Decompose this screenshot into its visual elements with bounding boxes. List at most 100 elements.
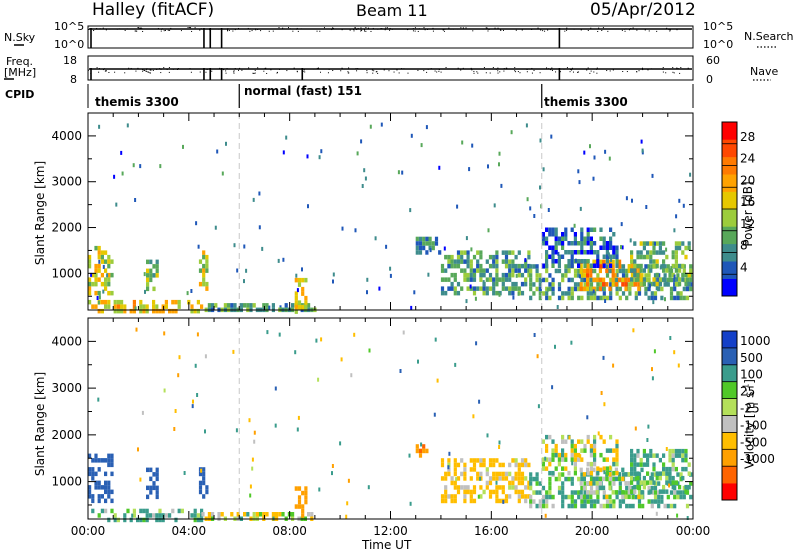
nave-point (398, 72, 400, 74)
nave-point (427, 68, 429, 70)
power-cell (570, 286, 574, 292)
beam-title: Beam 11 (356, 1, 428, 20)
velocity-cell (551, 448, 555, 453)
power-cell (304, 304, 308, 310)
velocity-colorbar-label: -100 (740, 418, 767, 432)
nave-point (130, 67, 132, 69)
power-cell (678, 277, 682, 282)
power-speckle (307, 204, 309, 209)
power-cell (535, 264, 539, 269)
velocity-cell (501, 471, 505, 477)
velocity-cell (422, 448, 426, 454)
power-cell (488, 254, 493, 260)
nave-point (135, 70, 137, 72)
power-cell (97, 308, 101, 314)
velocity-colorbar-label: 100 (740, 368, 763, 382)
nsearch-point (360, 30, 362, 32)
power-cell (642, 241, 646, 246)
power-cell (615, 254, 619, 259)
velocity-cell (681, 448, 685, 454)
power-cell (579, 273, 583, 278)
power-cell (120, 299, 124, 305)
power-cell (529, 295, 533, 301)
power-cell (252, 303, 256, 308)
power-cell (146, 259, 150, 265)
velocity-cell (602, 485, 606, 491)
x-axis-title: Time UT (362, 538, 412, 552)
power-cell (463, 272, 467, 278)
power-cell (644, 273, 648, 278)
nave-point (563, 68, 565, 70)
velocity-cell (650, 472, 654, 477)
power-cell (611, 268, 615, 274)
power-colorbar-swatch (722, 278, 737, 297)
power-cell (104, 268, 108, 273)
power-cell (599, 236, 603, 241)
nave-point (124, 72, 126, 74)
velocity-speckle (266, 330, 269, 335)
velocity-speckle (251, 466, 254, 471)
power-speckle (356, 151, 359, 156)
power-cell (479, 268, 483, 273)
power-cell (602, 259, 606, 265)
power-speckle (245, 268, 248, 273)
velocity-cell (636, 453, 640, 458)
velocity-cell (527, 494, 531, 499)
velocity-cell (580, 439, 584, 444)
velocity-speckle (533, 333, 536, 337)
velocity-cell (582, 472, 586, 477)
power-cell (615, 277, 619, 283)
velocity-cell (524, 462, 528, 468)
power-cell (655, 281, 659, 287)
nsearch-point (624, 30, 626, 32)
velocity-cell (564, 457, 568, 462)
velocity-cell (596, 470, 600, 476)
velocity-cell (671, 453, 675, 458)
velocity-cell (524, 485, 528, 490)
nsearch-point (465, 27, 467, 29)
power-cell (570, 277, 574, 283)
power-cell (97, 290, 101, 296)
power-cell (554, 259, 558, 264)
power-cell (637, 268, 641, 274)
power-cell (630, 268, 634, 273)
velocity-speckle (196, 332, 199, 337)
power-cell (593, 268, 597, 274)
nave-point (190, 71, 192, 73)
velocity-cell (666, 494, 670, 500)
power-speckle (115, 202, 118, 207)
velocity-cell (107, 494, 111, 499)
nave-point (636, 71, 638, 73)
nave-point (96, 67, 98, 69)
nsearch-point (590, 27, 592, 29)
velocity-cell (529, 481, 533, 486)
velocity-cell (304, 495, 308, 500)
nave-point (276, 72, 278, 74)
power-cell (107, 263, 111, 269)
velocity-cell (625, 485, 629, 491)
power-cell (545, 227, 549, 232)
power-cell (479, 254, 483, 260)
velocity-cell (671, 480, 675, 485)
power-speckle (620, 222, 623, 227)
power-cell (577, 250, 581, 255)
velocity-cell (647, 485, 651, 491)
velocity-speckle (433, 412, 436, 417)
velocity-cell (657, 490, 661, 495)
velocity-cell (91, 476, 95, 481)
power-speckle (579, 274, 581, 279)
velocity-cell (612, 499, 616, 504)
power-speckle (682, 203, 685, 208)
velocity-cell (573, 452, 577, 458)
power-cell (614, 273, 618, 278)
nave-point (239, 67, 241, 69)
power-cell (485, 277, 489, 282)
velocity-cell (605, 476, 609, 482)
velocity-cell (615, 461, 619, 467)
velocity-speckle (454, 362, 457, 367)
velocity-cell (630, 489, 634, 494)
power-cell (418, 250, 423, 255)
power-cell (577, 295, 581, 301)
velocity-cell (642, 480, 646, 485)
nsearch-point (232, 30, 234, 32)
